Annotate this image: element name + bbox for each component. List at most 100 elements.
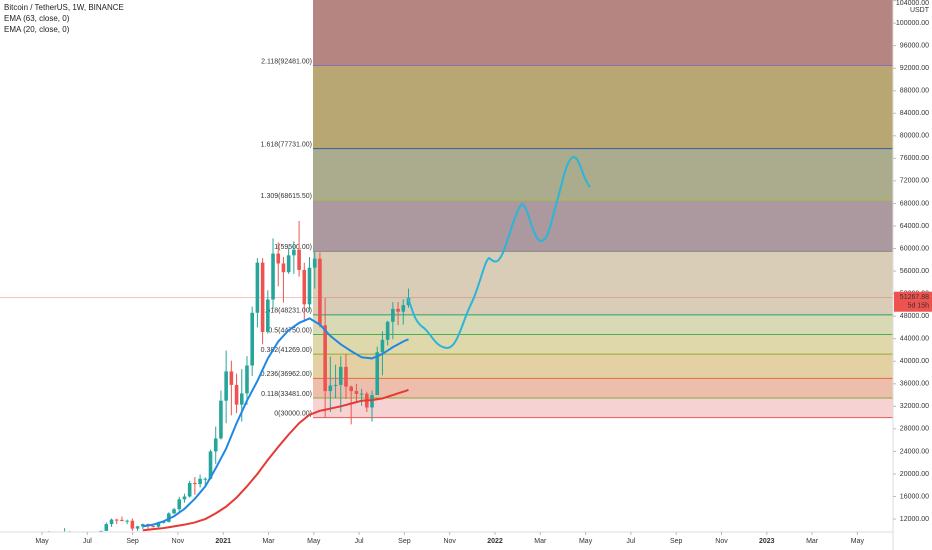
time-axis bbox=[0, 532, 893, 550]
fib-zone bbox=[313, 397, 893, 418]
x-tick-label: Jul bbox=[355, 538, 364, 545]
x-tick-label: Nov bbox=[172, 538, 185, 545]
candle-body bbox=[359, 393, 364, 395]
fib-zone bbox=[313, 199, 893, 252]
x-tick-label: May bbox=[307, 538, 321, 545]
candle-body bbox=[161, 521, 166, 523]
y-tick-label: 24000.00 bbox=[900, 448, 929, 455]
y-tick-label: 28000.00 bbox=[900, 426, 929, 433]
candle-body bbox=[135, 526, 140, 529]
y-tick-label: 100000.00 bbox=[896, 20, 929, 27]
candle-body bbox=[187, 482, 192, 497]
y-tick-label: 48000.00 bbox=[900, 313, 929, 320]
y-tick-label: 80000.00 bbox=[900, 133, 929, 140]
x-tick-label: 2022 bbox=[487, 538, 503, 545]
candle-body bbox=[224, 371, 228, 401]
candle-body bbox=[349, 386, 353, 392]
candle-body bbox=[156, 522, 161, 527]
fib-label: 1.618(77731.00) bbox=[261, 141, 312, 148]
candle-body bbox=[172, 509, 176, 514]
fib-label: 0.118(33481.00) bbox=[261, 391, 312, 398]
y-tick-label: 16000.00 bbox=[900, 493, 929, 500]
candle-body bbox=[333, 384, 338, 386]
fib-zone bbox=[313, 314, 893, 335]
candle-body bbox=[401, 305, 406, 312]
candle-body bbox=[375, 352, 380, 396]
candle-body bbox=[104, 524, 109, 531]
ema-line bbox=[142, 317, 409, 528]
candle-body bbox=[276, 253, 281, 264]
candle-body bbox=[219, 400, 223, 439]
candle-body bbox=[250, 312, 254, 366]
y-tick-label: 20000.00 bbox=[900, 471, 929, 478]
candle-body bbox=[266, 299, 270, 332]
legend-entry: EMA (20, close, 0) bbox=[4, 25, 70, 34]
y-tick-label: 44000.00 bbox=[900, 336, 929, 343]
x-tick-label: Nov bbox=[715, 538, 728, 545]
y-tick-label: 64000.00 bbox=[900, 223, 929, 230]
candle-body bbox=[286, 255, 291, 273]
candle-body bbox=[302, 269, 307, 305]
y-tick-label: 84000.00 bbox=[900, 110, 929, 117]
x-tick-label: Jul bbox=[83, 538, 92, 545]
candle-body bbox=[234, 384, 239, 405]
currency-label: USDT bbox=[910, 7, 930, 14]
y-tick-label: 12000.00 bbox=[900, 516, 929, 523]
fib-zone bbox=[313, 251, 893, 315]
candle-body bbox=[370, 395, 374, 408]
fib-zone bbox=[313, 378, 893, 398]
candle-body bbox=[177, 499, 182, 510]
candle-body bbox=[193, 482, 197, 485]
candle-body bbox=[239, 393, 244, 405]
candle-body bbox=[312, 258, 317, 268]
candle-body bbox=[323, 325, 327, 392]
candle-body bbox=[297, 249, 301, 270]
y-tick-label: 76000.00 bbox=[900, 155, 929, 162]
candle-body bbox=[385, 321, 390, 340]
y-tick-label: 36000.00 bbox=[900, 381, 929, 388]
candle-body bbox=[167, 513, 171, 522]
candle-body bbox=[125, 520, 129, 522]
candle-body bbox=[354, 391, 359, 394]
candle-body bbox=[114, 519, 119, 521]
x-tick-label: Mar bbox=[806, 538, 819, 545]
y-tick-label: 88000.00 bbox=[900, 88, 929, 95]
prediction-drawing bbox=[407, 156, 591, 350]
x-tick-label: Sep bbox=[398, 538, 411, 545]
candle-body bbox=[328, 385, 333, 392]
x-tick-label: 2023 bbox=[759, 538, 775, 545]
y-tick-label: 56000.00 bbox=[900, 268, 929, 275]
chart-title: Bitcoin / TetherUS, 1W, BINANCE bbox=[4, 3, 124, 12]
candle-body bbox=[260, 262, 265, 332]
ema-line bbox=[142, 389, 409, 532]
candle-body bbox=[292, 249, 296, 256]
fib-label: 0.382(41269.00) bbox=[261, 347, 312, 354]
fib-zone bbox=[313, 0, 893, 66]
fib-zone bbox=[313, 354, 893, 379]
fib-label: 1(59500.00) bbox=[274, 244, 312, 251]
candle-body bbox=[229, 371, 234, 385]
countdown-label: 5d 15h bbox=[908, 303, 930, 310]
candle-body bbox=[338, 366, 343, 385]
x-tick-label: Jul bbox=[626, 538, 635, 545]
price-axis bbox=[893, 0, 932, 550]
fib-zone bbox=[313, 334, 893, 355]
y-tick-label: 68000.00 bbox=[900, 200, 929, 207]
candle-body bbox=[213, 438, 218, 452]
x-tick-label: Mar bbox=[262, 538, 275, 545]
fib-zone bbox=[313, 65, 893, 149]
candle-body bbox=[109, 519, 114, 525]
y-tick-label: 60000.00 bbox=[900, 245, 929, 252]
candle-body bbox=[130, 520, 135, 529]
candle-body bbox=[318, 258, 322, 326]
fib-zone bbox=[313, 148, 893, 200]
candle-body bbox=[391, 308, 395, 322]
candle-body bbox=[245, 365, 249, 394]
y-tick-label: 104000.00 bbox=[896, 0, 929, 7]
candle-body bbox=[344, 366, 348, 387]
fib-label: 0.236(36962.00) bbox=[261, 371, 312, 378]
last-price-label: 51267.88 bbox=[900, 294, 929, 301]
candle-body bbox=[380, 339, 385, 353]
candle-body bbox=[208, 451, 213, 479]
